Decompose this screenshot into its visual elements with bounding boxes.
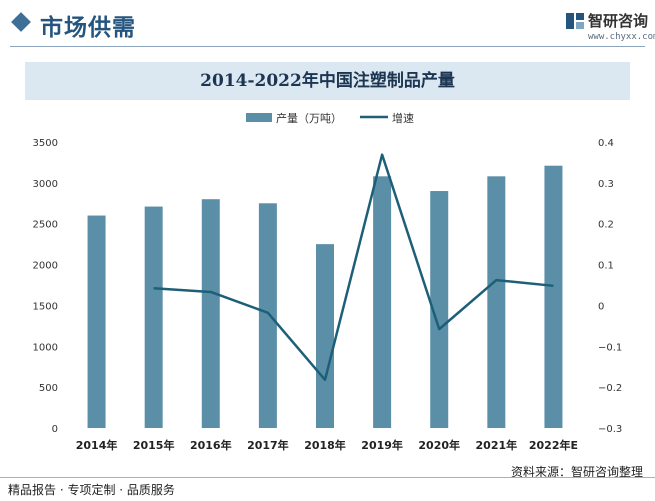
page-header: 市场供需 智研咨询 www.chyxx.com (0, 0, 655, 47)
y-right-tick-label: 0.3 (598, 179, 614, 190)
x-tick-label: 2020年 (418, 438, 460, 452)
y-left-axis: 0 500 1000 1500 2000 2500 3000 3500 (33, 138, 58, 435)
y-left-tick-label: 500 (39, 383, 58, 394)
x-tick-label: 2016年 (190, 438, 232, 452)
y-left-tick-label: 1000 (33, 342, 58, 353)
legend: 产量（万吨） 增速 (246, 111, 414, 125)
brand-logo-icon (566, 13, 584, 29)
bar-series (87, 165, 563, 428)
bar (430, 191, 449, 428)
bar (201, 199, 220, 428)
header-divider (10, 46, 645, 47)
y-left-tick-label: 2500 (33, 220, 58, 231)
line-series (153, 153, 554, 382)
growth-line (153, 153, 554, 382)
legend-label-line: 增速 (392, 111, 414, 125)
bar (544, 165, 563, 428)
x-tick-label: 2017年 (247, 438, 289, 452)
footer-divider (0, 477, 655, 478)
y-left-tick-label: 3500 (33, 138, 58, 149)
footer-slogan: 精品报告 · 专项定制 · 品质服务 (8, 483, 175, 497)
brand-name: 智研咨询 (588, 12, 649, 30)
y-right-tick-label: 0.2 (598, 220, 614, 231)
y-left-tick-label: 3000 (33, 179, 58, 190)
x-axis: 2014年 2015年 2016年 2017年 2018年 2019年 2020年 2021年… (76, 438, 578, 452)
legend-swatch-bar (246, 113, 272, 122)
y-right-tick-label: −0.3 (598, 424, 622, 435)
x-tick-label: 2022年E (529, 438, 578, 452)
chart-title: 2014-2022年中国注塑制品产量 (200, 71, 455, 91)
bar (258, 203, 277, 428)
y-right-tick-label: −0.2 (598, 383, 622, 394)
bar (373, 176, 392, 428)
chart-title-band: 2014-2022年中国注塑制品产量 (25, 62, 630, 100)
y-right-tick-label: 0.1 (598, 261, 614, 272)
y-right-axis: −0.3 −0.2 −0.1 0 0.1 0.2 0.3 0.4 (598, 138, 622, 435)
legend-label-bar: 产量（万吨） (276, 111, 342, 125)
source-text: 资料来源：智研咨询整理 (510, 465, 643, 479)
y-left-tick-label: 2000 (33, 261, 58, 272)
bar (144, 206, 163, 428)
y-left-tick-label: 1500 (33, 301, 58, 312)
bar (316, 244, 334, 428)
x-tick-label: 2018年 (304, 438, 346, 452)
bar (87, 215, 106, 428)
y-right-tick-label: −0.1 (598, 342, 622, 353)
x-tick-label: 2015年 (133, 438, 175, 452)
x-tick-label: 2014年 (76, 438, 118, 452)
x-tick-label: 2019年 (361, 438, 403, 452)
y-right-tick-label: 0 (598, 301, 604, 312)
x-tick-label: 2021年 (476, 438, 518, 452)
y-left-tick-label: 0 (52, 424, 58, 435)
bar (487, 176, 506, 428)
brand-url: www.chyxx.com (588, 32, 655, 42)
y-right-tick-label: 0.4 (598, 138, 614, 149)
section-title: 市场供需 (40, 14, 136, 41)
